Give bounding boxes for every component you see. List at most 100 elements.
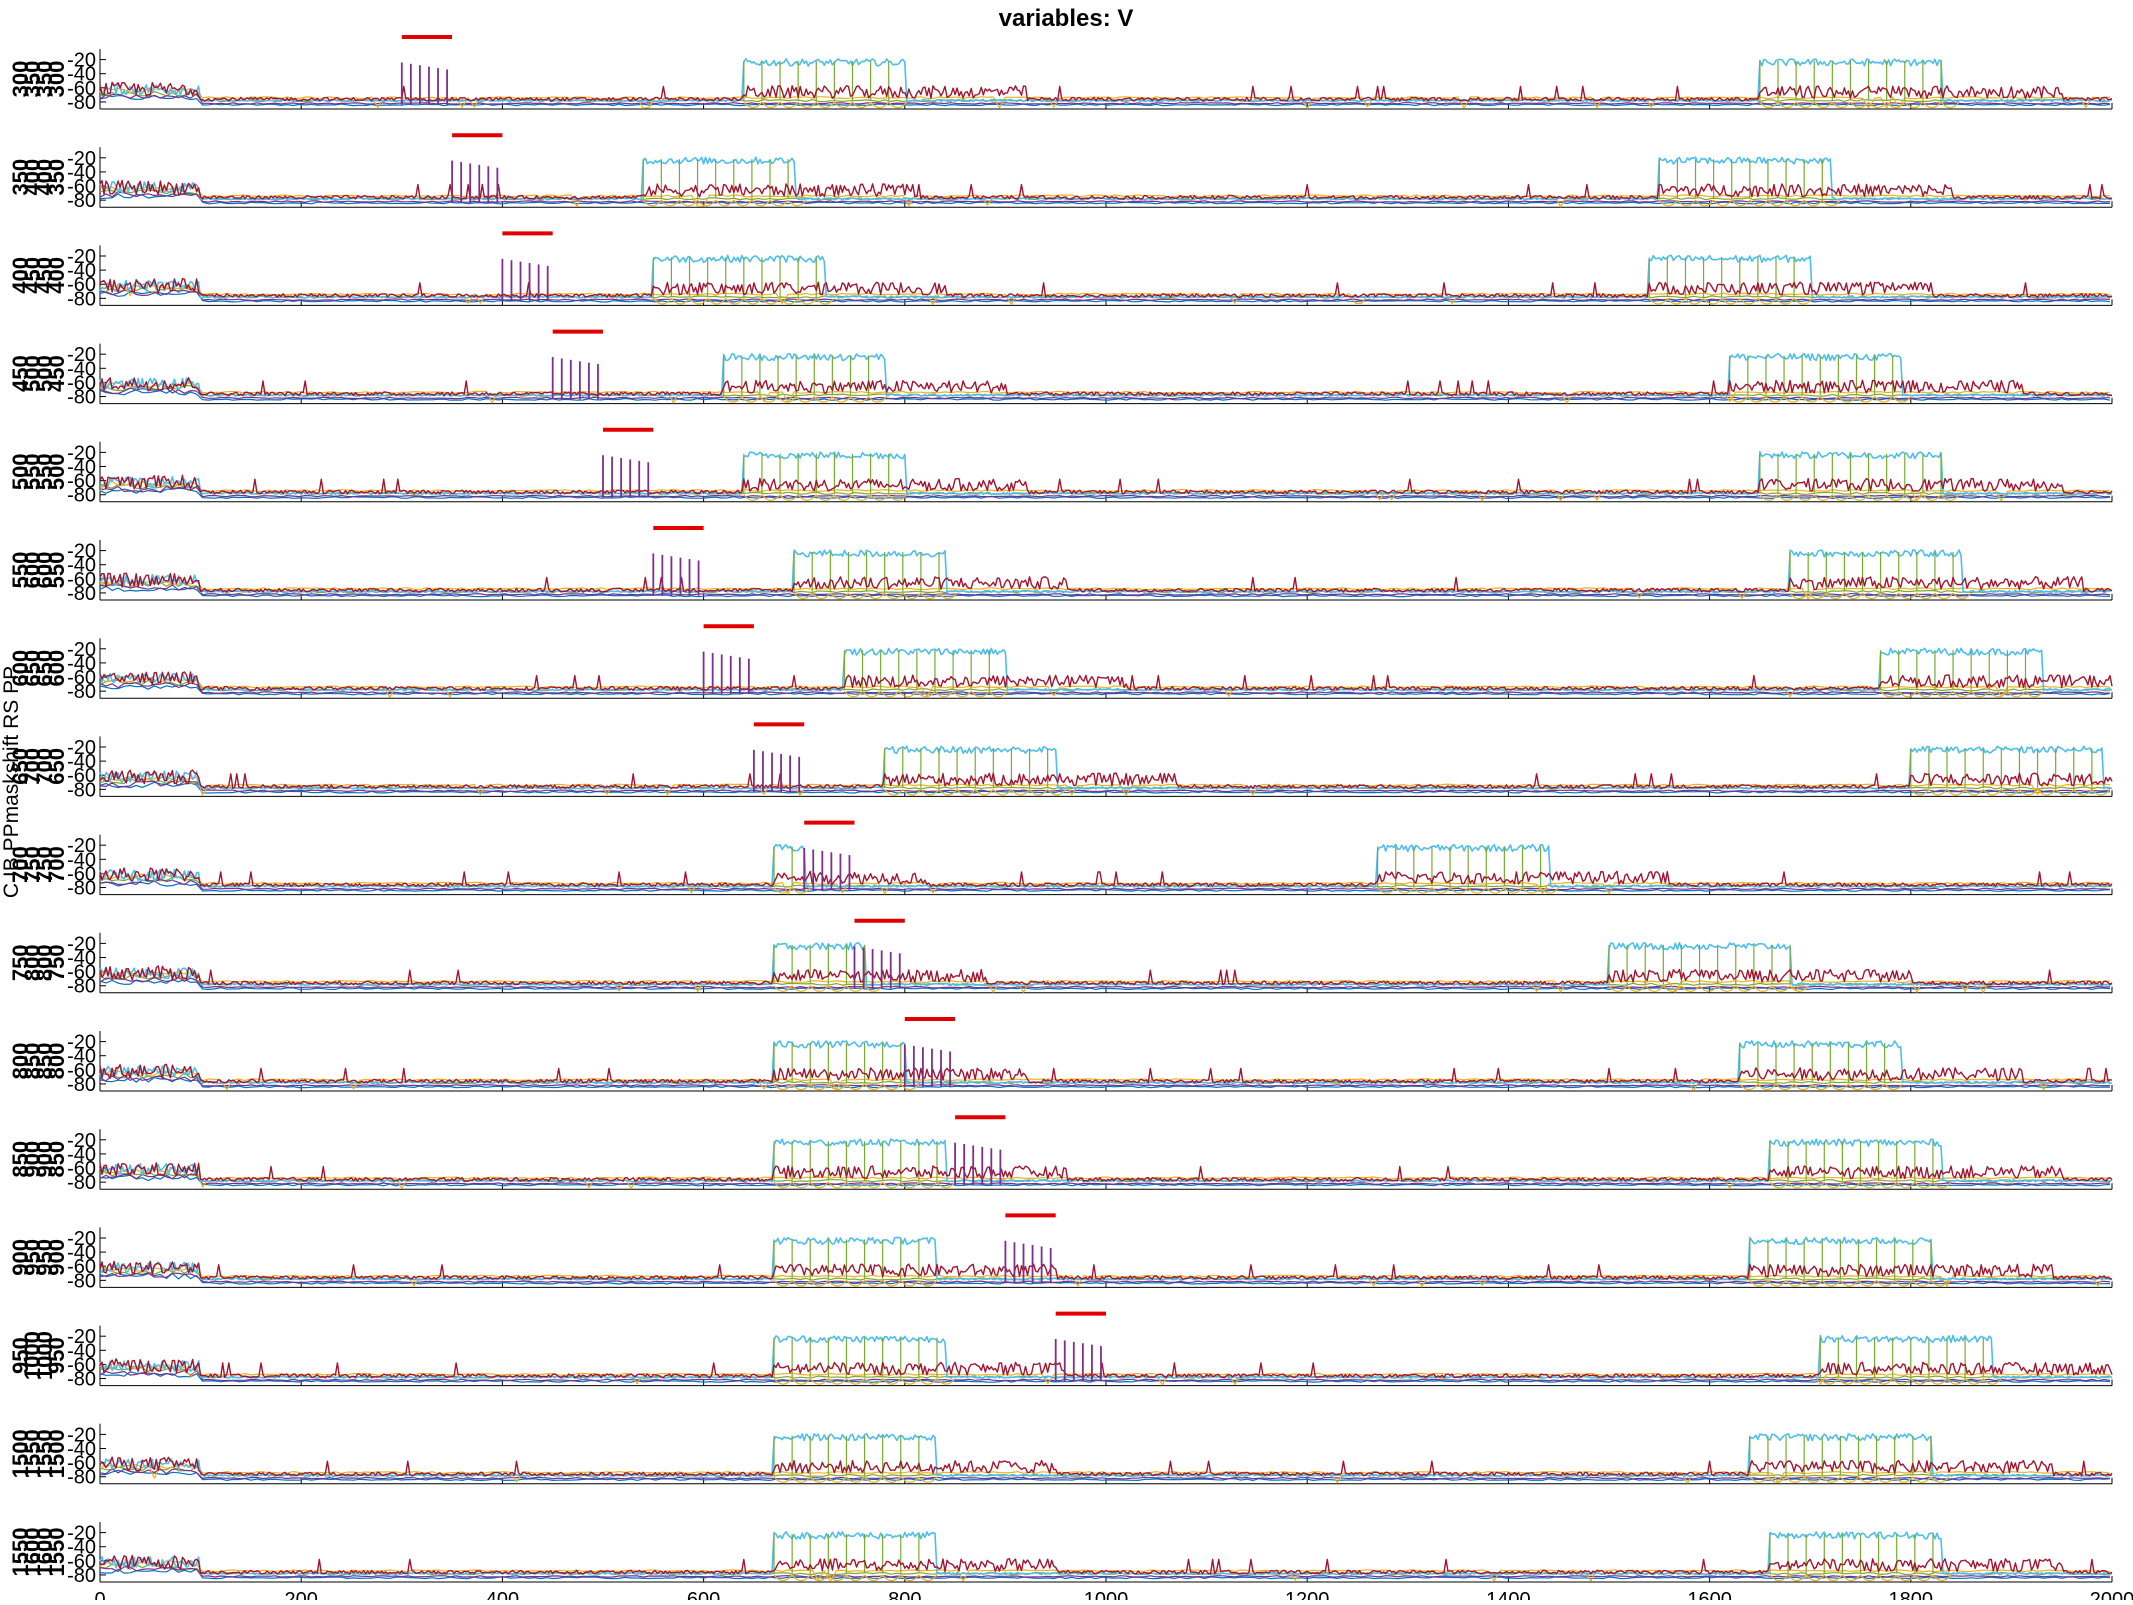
trace-orange-arc	[773, 1279, 793, 1287]
trace-orange-arc	[1912, 1476, 1932, 1483]
trace-orange-arc	[845, 1181, 866, 1189]
trace-orange-arc	[769, 199, 789, 207]
trace-orange-arc	[843, 690, 864, 698]
trace-orange-arc	[864, 1279, 884, 1287]
trace-orange-arc	[1431, 887, 1451, 894]
panel-y-tick-label: -20	[67, 246, 96, 268]
trace-orange-arc	[1874, 1378, 1894, 1385]
panel-y-tick-label: -60	[67, 1158, 96, 1180]
trace-orange-arc	[1811, 1083, 1831, 1091]
trace-orange-arc	[1839, 1279, 1859, 1287]
panel-left-label: 700	[32, 748, 57, 785]
trace-cyan	[99, 451, 2112, 496]
trace-orange-arc	[1047, 788, 1067, 796]
panel-y-tick-label: -40	[67, 1537, 96, 1559]
trace-crimson	[99, 965, 2113, 986]
trace-orange-arc	[938, 788, 958, 796]
trace-orange-arc	[882, 1279, 902, 1287]
trace-orange-arc	[1904, 494, 1924, 501]
trace-orange-arc	[1739, 297, 1759, 305]
trace-orange-arc	[902, 788, 922, 796]
trace-crimson	[99, 179, 2113, 200]
trace-orange-arc	[1805, 1181, 1825, 1189]
panel-left-label: 600	[8, 650, 33, 687]
trace-crimson	[99, 1260, 2113, 1280]
trace-orange-arc	[1777, 101, 1797, 109]
trace-orange-arc	[761, 494, 781, 501]
trace-blue	[99, 291, 2111, 303]
panel-traces	[99, 451, 2113, 502]
panel-left-label: 500	[32, 355, 57, 392]
panel-y-tick-label: -80	[67, 92, 96, 114]
trace-orange-arc	[1964, 1378, 1984, 1385]
trace-blue	[99, 781, 2111, 794]
trace-orange-arc	[1703, 297, 1723, 305]
trace-orange	[99, 580, 2110, 600]
panel-left-label: 1550	[20, 1429, 45, 1478]
panel-y-tick-label: -20	[67, 1424, 96, 1446]
trace-cyan	[99, 1138, 2113, 1183]
trace-orange-arc	[1684, 297, 1705, 305]
trace-orange-arc	[1626, 985, 1646, 992]
x-tick-label: 1400	[1486, 1589, 1531, 1600]
panel-left-label: 500	[44, 453, 69, 490]
trace-orange-arc	[1807, 592, 1827, 600]
trace-orange-arc	[888, 494, 908, 501]
trace-orange-arc	[809, 1378, 829, 1385]
panel-traces	[99, 549, 2113, 600]
panel-left-label: 700	[44, 846, 69, 883]
trace-cyan	[99, 745, 2113, 790]
trace-orange-arc	[791, 1279, 811, 1287]
trace-orange-arc	[689, 297, 709, 305]
trace-orange-arc	[791, 1083, 811, 1091]
trace-orange-arc	[697, 199, 717, 207]
trace-purple	[99, 1272, 2111, 1284]
trace-orange-arc	[1823, 1574, 1843, 1582]
panel-left-label: 400	[32, 159, 57, 196]
panel-traces	[99, 647, 2113, 698]
panel-y-tick-label: -40	[67, 751, 96, 773]
trace-orange-arc	[1644, 985, 1664, 992]
trace-orange-arc	[2006, 690, 2026, 698]
panel-left-label: 650	[8, 748, 33, 785]
panel-left-label: 550	[44, 552, 69, 589]
panel-traces	[99, 1432, 2113, 1484]
trace-orange-arc	[1831, 101, 1851, 109]
trace-orange-arc	[670, 297, 690, 305]
panel-left-label: 350	[20, 61, 45, 98]
trace-orange-arc	[1988, 690, 2008, 698]
trace-orange-arc	[880, 690, 900, 698]
panels-layer: -20-40-60-80300350350300-20-40-60-803504…	[8, 35, 2113, 1587]
panel-left-label: 300	[8, 61, 33, 98]
trace-orange-arc	[1821, 1476, 1841, 1483]
trace-orange	[99, 774, 2111, 797]
panel-y-tick-label: -60	[67, 765, 96, 787]
panel-y-tick-label: -40	[67, 653, 96, 675]
trace-orange-arc	[751, 199, 771, 207]
panel-left-label: 600	[44, 650, 69, 687]
panel-left-label: 1600	[20, 1528, 45, 1577]
trace-crimson	[99, 1063, 2113, 1084]
trace-orange-arc	[1377, 887, 1397, 894]
panel-left-label: 850	[44, 1141, 69, 1178]
trace-orange-arc	[791, 1378, 811, 1385]
trace-orange-arc	[809, 1083, 829, 1091]
trace-orange-arc	[1932, 1574, 1952, 1582]
trace-orange-arc	[1892, 396, 1912, 403]
trace-orange-arc	[1910, 788, 1930, 796]
trace-purple	[99, 1173, 2111, 1185]
trace-orange-arc	[1803, 1476, 1823, 1483]
trace-crimson	[99, 377, 2112, 397]
trace-orange-arc	[862, 690, 882, 698]
trace-orange-arc	[642, 199, 662, 207]
panel-left-label: 1000	[32, 1331, 57, 1380]
trace-orange-arc	[920, 788, 940, 796]
panel-left-label: 1550	[32, 1429, 57, 1478]
trace-orange-arc	[1803, 199, 1823, 207]
trace-orange-arc	[845, 1083, 866, 1091]
trace-orange-arc	[1934, 592, 1954, 600]
trace-orange-arc	[1896, 1574, 1916, 1582]
trace-orange-arc	[1666, 297, 1686, 305]
trace-orange-arc	[2018, 788, 2039, 796]
